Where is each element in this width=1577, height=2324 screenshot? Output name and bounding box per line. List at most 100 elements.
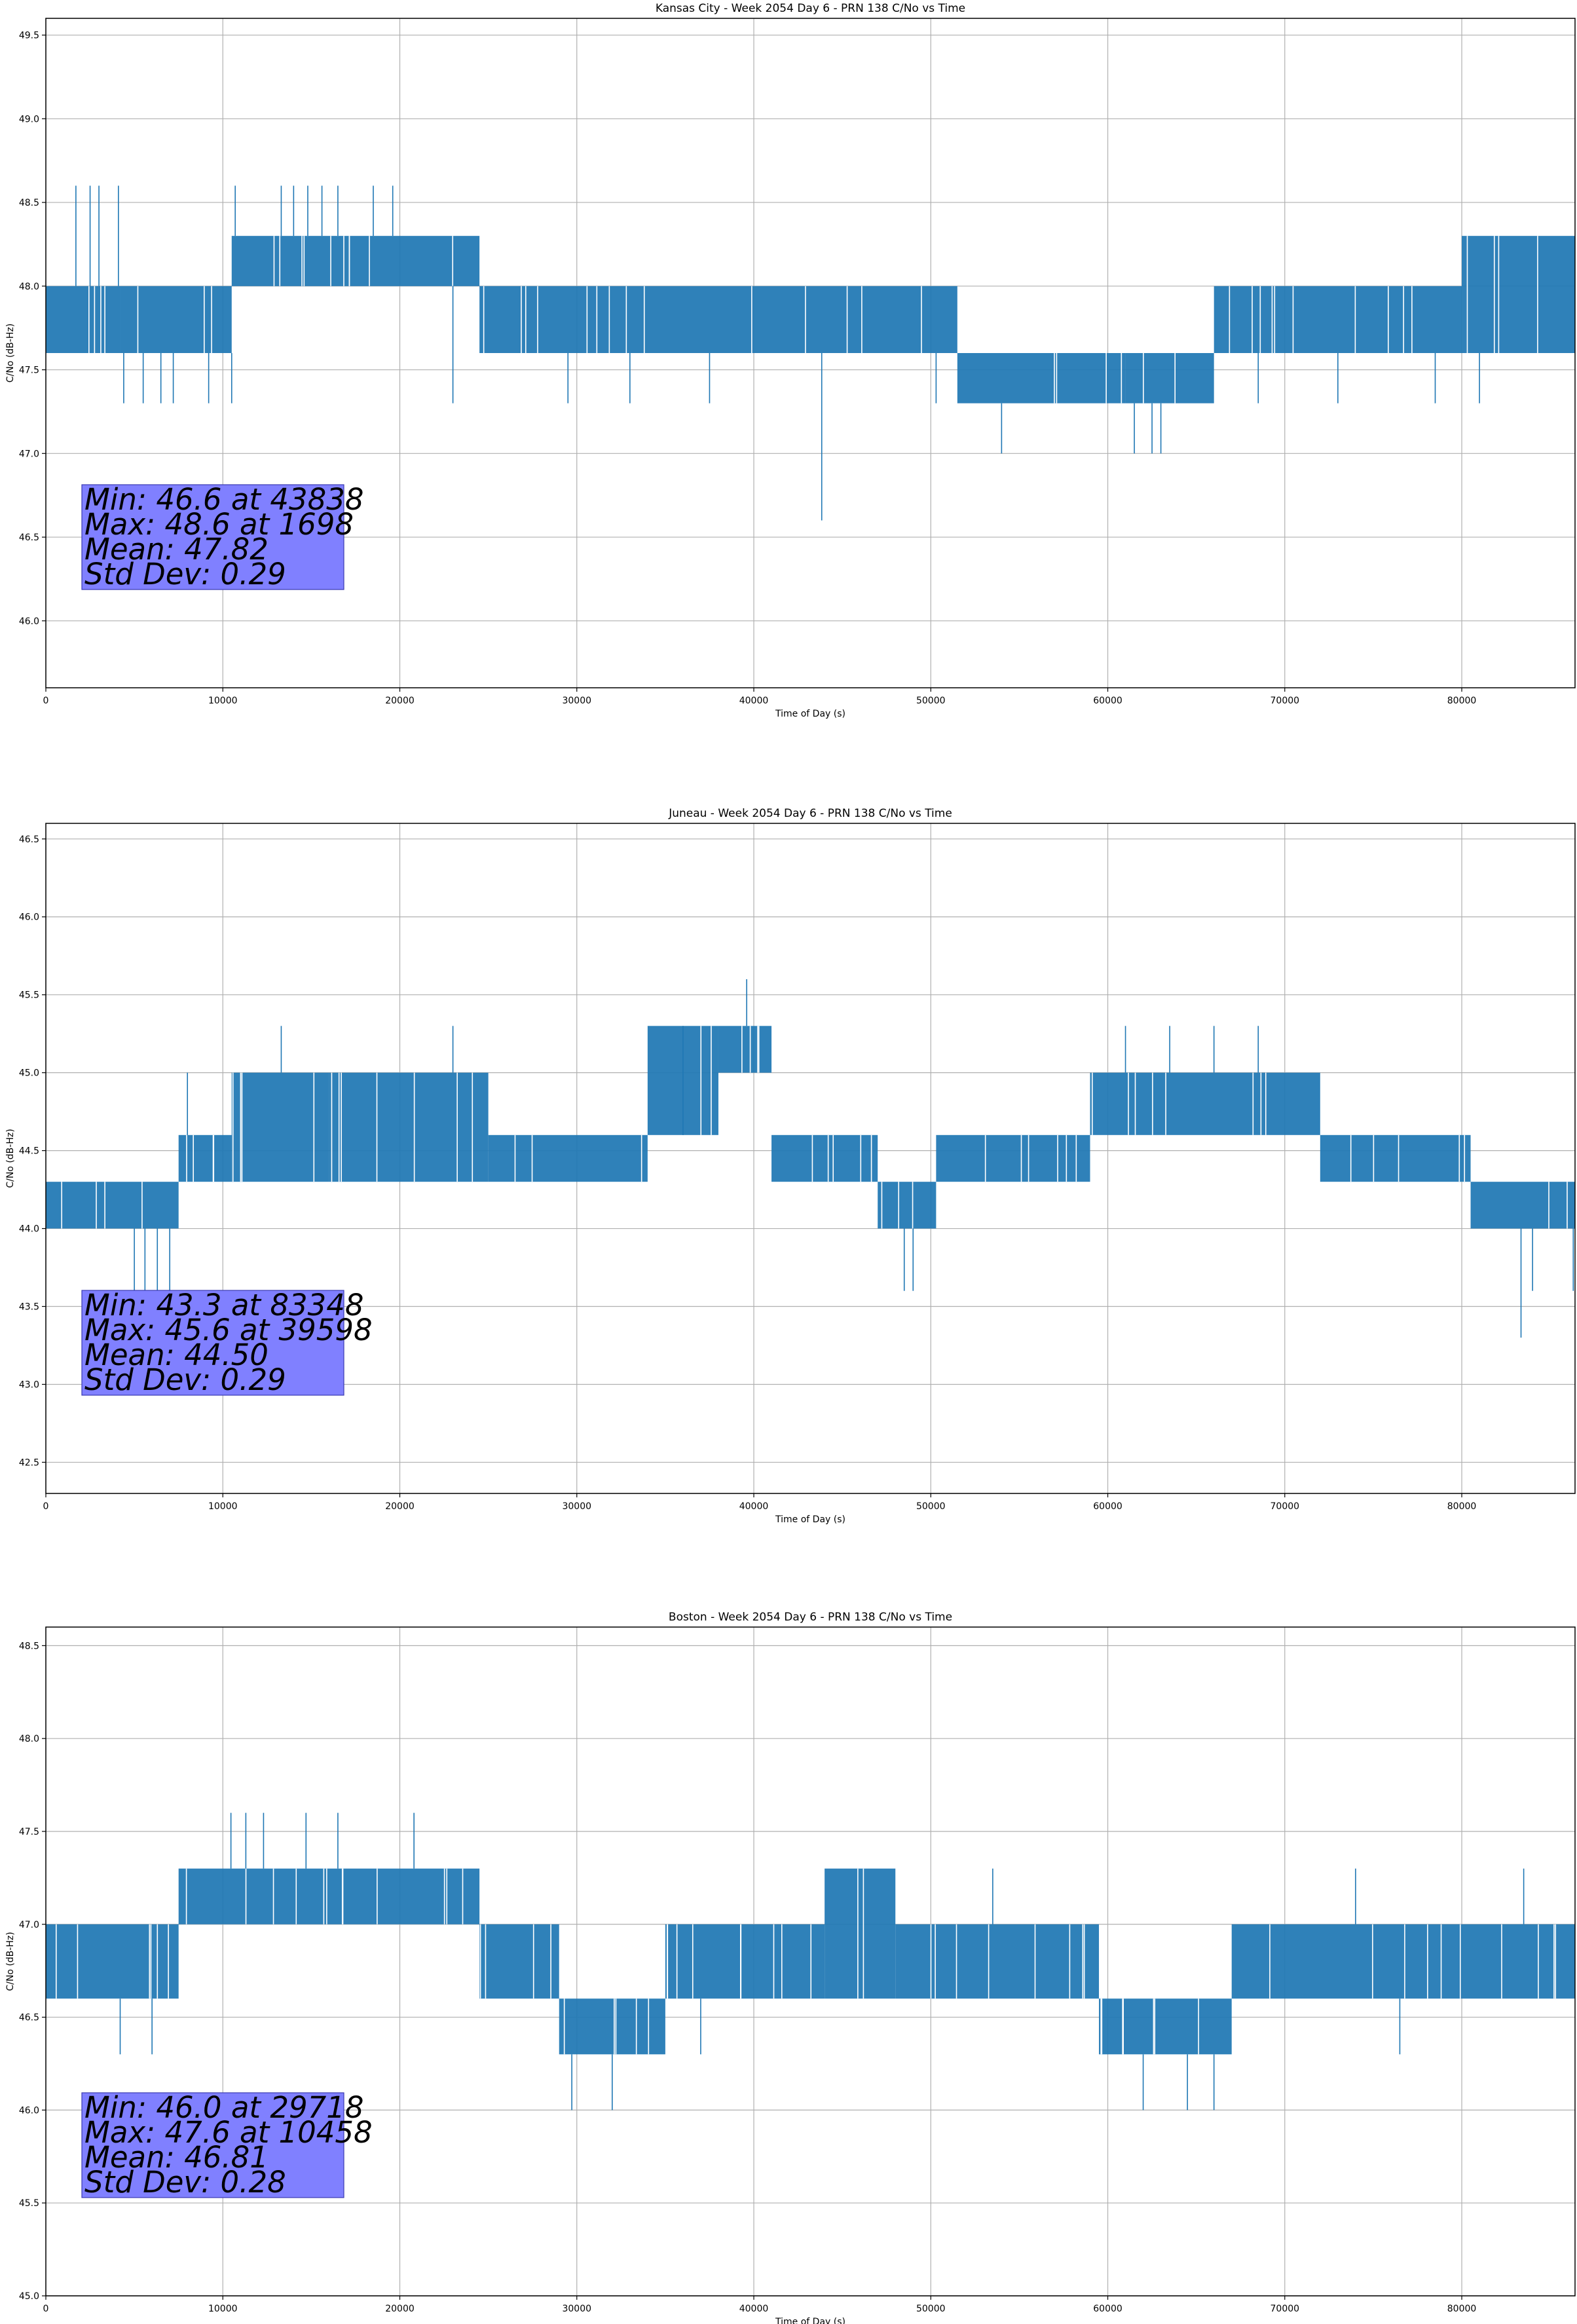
stats-line: Max: 48.6 at 1698 bbox=[84, 507, 354, 542]
chart-1: Kansas City - Week 2054 Day 6 - PRN 138 … bbox=[5, 2, 1576, 719]
x-tick-label: 60000 bbox=[1093, 696, 1122, 706]
y-tick-label: 47.5 bbox=[19, 1827, 39, 1837]
data-band bbox=[329, 1072, 489, 1182]
y-tick-label: 42.5 bbox=[19, 1457, 39, 1468]
data-band bbox=[771, 1134, 878, 1182]
y-tick-label: 46.5 bbox=[19, 533, 39, 543]
stats-line: Max: 47.6 at 10458 bbox=[84, 2115, 373, 2150]
x-tick-label: 70000 bbox=[1271, 1501, 1300, 1512]
x-axis-label: Time of Day (s) bbox=[775, 1514, 845, 1525]
stats-line: Min: 43.3 at 83348 bbox=[84, 1288, 364, 1322]
chart-2: Juneau - Week 2054 Day 6 - PRN 138 C/No … bbox=[5, 807, 1576, 1525]
stats-line: Mean: 44.50 bbox=[84, 1338, 269, 1372]
stats-box bbox=[81, 2092, 344, 2198]
x-tick-label: 50000 bbox=[916, 2304, 946, 2314]
x-tick-label: 80000 bbox=[1447, 1501, 1477, 1512]
y-tick-label: 48.5 bbox=[19, 1641, 39, 1651]
x-tick-label: 10000 bbox=[208, 1501, 238, 1512]
chart-title: Boston - Week 2054 Day 6 - PRN 138 C/No … bbox=[669, 1611, 952, 1624]
stats-box bbox=[81, 1290, 344, 1396]
y-tick-label: 45.5 bbox=[19, 2198, 39, 2209]
data-band bbox=[46, 286, 121, 353]
x-tick-label: 30000 bbox=[562, 1501, 591, 1512]
data-band bbox=[1320, 1134, 1471, 1182]
data-band bbox=[665, 1924, 825, 1999]
stats-line: Min: 46.0 at 29718 bbox=[84, 2090, 364, 2125]
stats-line: Std Dev: 0.28 bbox=[84, 2165, 286, 2200]
x-tick-label: 60000 bbox=[1093, 2304, 1122, 2314]
y-tick-label: 46.5 bbox=[19, 2013, 39, 2023]
y-tick-label: 47.0 bbox=[19, 449, 39, 459]
series-1 bbox=[46, 979, 1575, 1338]
data-band bbox=[1470, 1182, 1575, 1229]
y-axis-label: C/No (dB-Hz) bbox=[5, 1932, 16, 1991]
x-tick-label: 20000 bbox=[385, 1501, 415, 1512]
x-tick-label: 0 bbox=[43, 2304, 49, 2314]
y-tick-label: 45.5 bbox=[19, 990, 39, 1001]
x-tick-label: 40000 bbox=[739, 1501, 769, 1512]
stats-box bbox=[81, 484, 344, 590]
data-band bbox=[178, 1134, 232, 1182]
y-tick-label: 45.0 bbox=[19, 1068, 39, 1079]
x-tick-label: 20000 bbox=[385, 2304, 415, 2314]
x-tick-label: 70000 bbox=[1271, 696, 1300, 706]
y-tick-label: 44.5 bbox=[19, 1146, 39, 1157]
stats-line: Std Dev: 0.29 bbox=[84, 557, 286, 591]
x-tick-label: 0 bbox=[43, 696, 49, 706]
data-band bbox=[957, 353, 1126, 403]
x-axis-label: Time of Day (s) bbox=[775, 2317, 845, 2324]
y-axis-label: C/No (dB-Hz) bbox=[5, 324, 16, 383]
x-tick-label: 10000 bbox=[208, 2304, 238, 2314]
data-band bbox=[559, 1998, 665, 2055]
x-tick-label: 30000 bbox=[562, 696, 591, 706]
chart-3: Boston - Week 2054 Day 6 - PRN 138 C/No … bbox=[5, 1611, 1576, 2324]
x-tick-label: 40000 bbox=[739, 2304, 769, 2314]
y-tick-label: 47.0 bbox=[19, 1920, 39, 1930]
x-tick-label: 80000 bbox=[1447, 696, 1477, 706]
series-1 bbox=[46, 1812, 1575, 2110]
y-tick-label: 44.0 bbox=[19, 1224, 39, 1235]
x-tick-label: 0 bbox=[43, 1501, 49, 1512]
stats-line: Mean: 47.82 bbox=[84, 532, 269, 567]
x-tick-label: 50000 bbox=[916, 696, 946, 706]
y-tick-label: 46.5 bbox=[19, 834, 39, 845]
x-tick-label: 20000 bbox=[385, 696, 415, 706]
y-tick-label: 46.0 bbox=[19, 616, 39, 627]
data-band bbox=[1462, 236, 1575, 353]
y-tick-label: 49.0 bbox=[19, 114, 39, 124]
chart-title: Kansas City - Week 2054 Day 6 - PRN 138 … bbox=[656, 2, 965, 15]
y-tick-label: 46.0 bbox=[19, 912, 39, 923]
data-band bbox=[479, 1924, 559, 1999]
data-band bbox=[120, 286, 232, 353]
stats-line: Min: 46.6 at 43838 bbox=[84, 482, 364, 517]
plot-frame bbox=[45, 1626, 1576, 2296]
x-tick-label: 30000 bbox=[562, 2304, 591, 2314]
data-band bbox=[231, 236, 400, 286]
x-tick-label: 60000 bbox=[1093, 1501, 1122, 1512]
data-band bbox=[895, 1924, 1100, 1999]
data-band bbox=[399, 236, 480, 286]
plot-frame bbox=[45, 823, 1576, 1494]
data-band bbox=[1090, 1072, 1320, 1135]
chart-title: Juneau - Week 2054 Day 6 - PRN 138 C/No … bbox=[668, 807, 952, 820]
plot-frame bbox=[45, 18, 1576, 688]
y-tick-label: 43.0 bbox=[19, 1379, 39, 1390]
data-band bbox=[878, 1182, 937, 1229]
y-tick-label: 43.5 bbox=[19, 1302, 39, 1313]
stats-line: Std Dev: 0.29 bbox=[84, 1362, 286, 1397]
y-axis-label: C/No (dB-Hz) bbox=[5, 1129, 16, 1188]
data-band bbox=[479, 286, 957, 353]
stats-line: Max: 45.6 at 39598 bbox=[84, 1313, 373, 1347]
y-tick-label: 48.5 bbox=[19, 198, 39, 208]
y-tick-label: 48.0 bbox=[19, 1734, 39, 1744]
y-tick-label: 47.5 bbox=[19, 365, 39, 376]
data-band bbox=[178, 1868, 480, 1924]
y-tick-label: 48.0 bbox=[19, 282, 39, 292]
x-tick-label: 70000 bbox=[1271, 2304, 1300, 2314]
data-band bbox=[825, 1868, 896, 1999]
data-band bbox=[231, 1072, 329, 1182]
